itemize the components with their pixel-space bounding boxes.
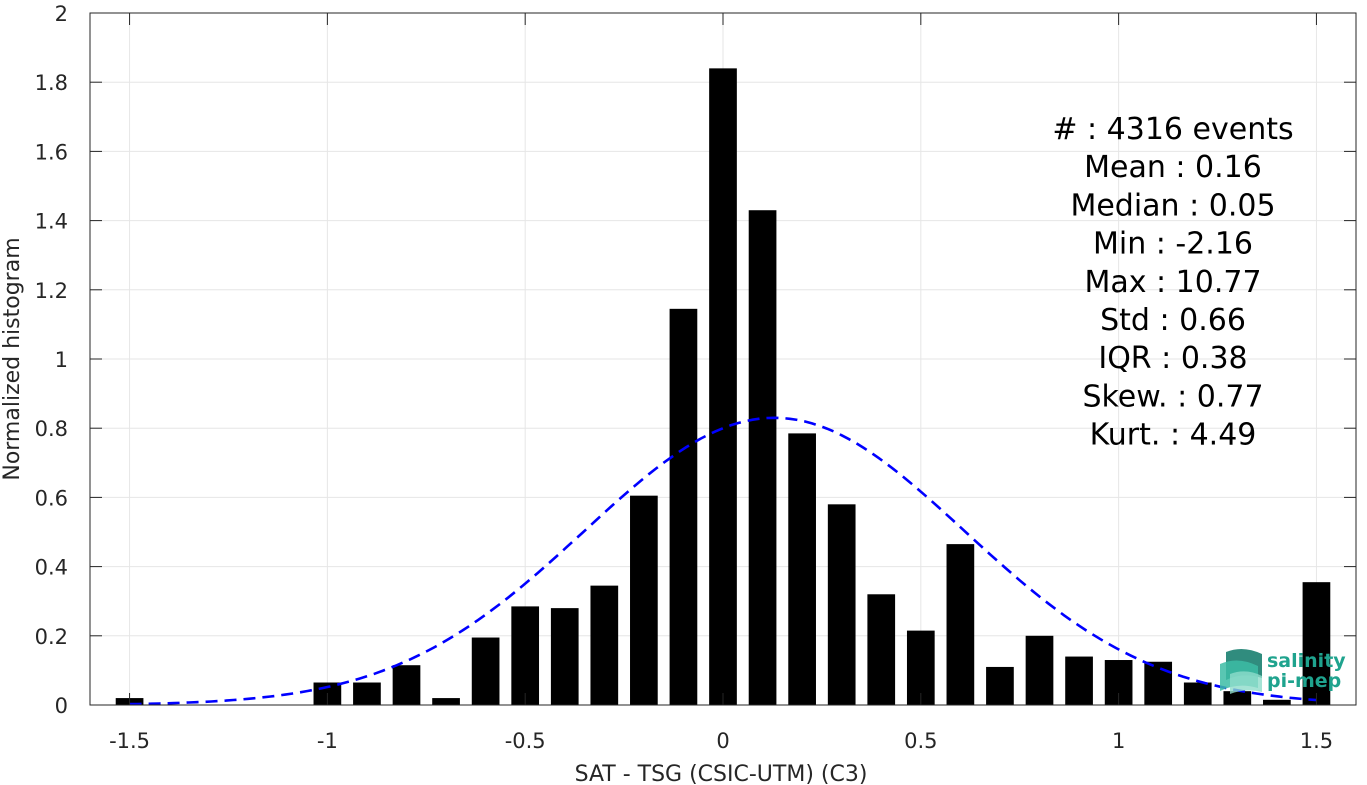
histogram-bar [1223,691,1252,705]
histogram-bar [946,544,975,705]
histogram-bar [669,308,698,705]
histogram-bar [432,698,460,705]
y-tick-label: 1.2 [35,279,68,303]
stats-line: Std : 0.66 [1100,303,1246,338]
histogram-bar [906,630,935,705]
x-tick-label: -1.5 [109,729,150,753]
y-tick-label: 0.4 [35,556,68,580]
fit-curve-line [129,416,1317,706]
histogram-bar [867,594,896,705]
x-tick-label: 0 [716,729,729,753]
tick-marks [90,12,1356,706]
x-tick-label: 1 [1112,729,1125,753]
wave-logo-icon [1220,648,1262,694]
stats-line: Min : -2.16 [1093,227,1253,262]
histogram-bar [709,68,737,706]
histogram-bar [353,682,381,705]
histogram-bar [511,606,540,705]
y-tick-label: 2 [55,2,68,26]
y-axis-label: Normalized histogram [0,237,25,480]
histogram-bar [1183,682,1212,705]
histogram-bar [1263,699,1291,705]
stats-line: # : 4316 events [1052,112,1293,147]
histogram-bar [788,433,816,705]
y-tick-label: 0.6 [35,486,68,510]
normal-fit-curve [129,416,1317,706]
histogram-bar [1065,656,1093,705]
histogram-bar [630,495,658,705]
stats-line: IQR : 0.38 [1098,341,1247,376]
histogram-bar [471,637,500,705]
x-tick-label: 0.5 [904,729,937,753]
histogram-bar [392,665,421,705]
histogram-bar [986,666,1014,705]
y-tick-label: 0.8 [35,417,68,441]
bars [115,68,1331,706]
histogram-bar [1144,661,1173,705]
x-axis-label: SAT - TSG (CSIC-UTM) (C3) [575,762,868,785]
y-tick-label: 0.2 [35,625,68,649]
histogram-bar [1302,582,1331,705]
histogram-bar [550,608,579,705]
y-tick-label: 1.8 [35,71,68,95]
stats-line: Mean : 0.16 [1084,150,1262,185]
y-tick-label: 1.6 [35,140,68,164]
stats-line: Kurt. : 4.49 [1090,418,1257,453]
histogram-bar [590,585,619,705]
y-tick-label: 0 [55,694,68,718]
logo-text-salinity: salinity [1267,650,1346,672]
histogram-bar [827,504,856,705]
y-tick-labels: 0 0.2 0.4 0.6 0.8 1 1.2 1.4 1.6 1.8 2 [35,2,68,718]
salinity-pi-mep-logo: salinity pi-mep [1220,648,1346,694]
x-tick-label: 1.5 [1300,729,1333,753]
y-tick-label: 1 [55,348,68,372]
logo-text-pi-mep: pi-mep [1267,670,1341,692]
stats-line: Max : 10.77 [1084,265,1261,300]
stats-line: Skew. : 0.77 [1082,379,1263,414]
x-tick-label: -1 [317,729,338,753]
histogram-bar [1025,635,1054,705]
y-tick-label: 1.4 [35,210,68,234]
x-tick-label: -0.5 [505,729,546,753]
x-tick-labels: -1.5 -1 -0.5 0 0.5 1 1.5 [109,729,1333,753]
stats-line: Median : 0.05 [1070,188,1275,223]
histogram-bar [748,210,777,705]
